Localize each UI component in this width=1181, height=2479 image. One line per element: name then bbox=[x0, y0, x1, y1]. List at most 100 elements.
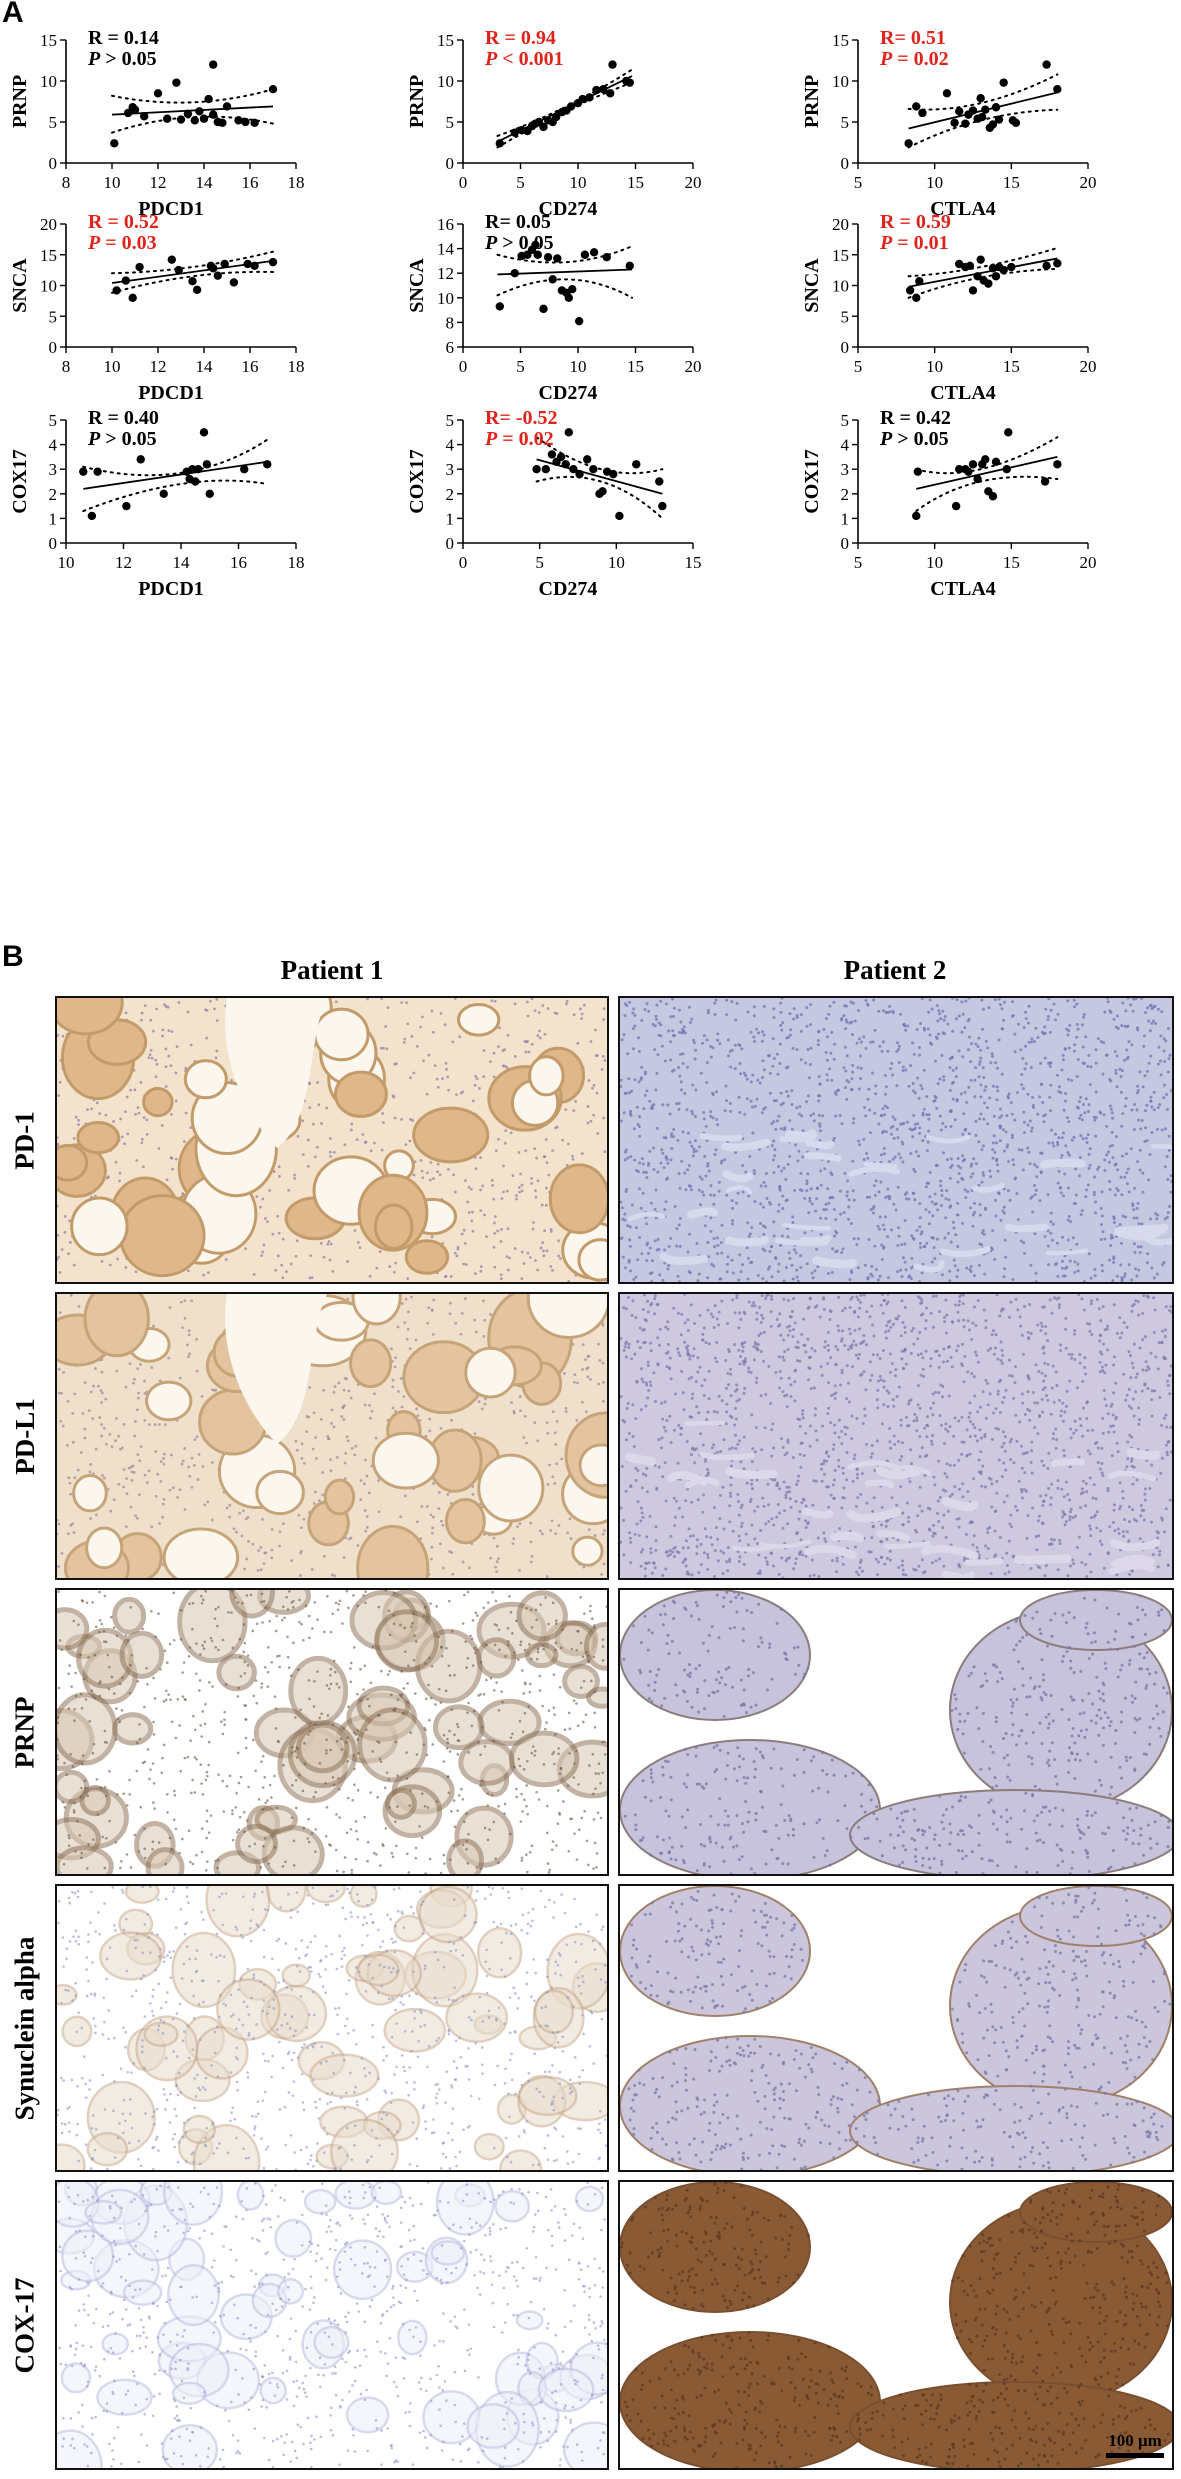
data-point bbox=[978, 112, 987, 122]
x-tick-label: 5 bbox=[516, 357, 525, 376]
row-label-pdl1: PD-L1 bbox=[9, 1397, 40, 1475]
data-point bbox=[551, 112, 561, 122]
x-axis-label: CD274 bbox=[539, 578, 598, 600]
data-point bbox=[192, 285, 202, 295]
data-point bbox=[268, 257, 278, 267]
x-tick-label: 20 bbox=[1080, 357, 1097, 376]
y-tick-label: 1 bbox=[841, 509, 850, 528]
data-point bbox=[968, 286, 978, 295]
regression-line bbox=[111, 105, 274, 116]
column-header-patient-2: Patient 2 bbox=[843, 955, 947, 985]
data-point bbox=[589, 248, 599, 257]
data-point bbox=[999, 78, 1008, 87]
x-axis-label: CD274 bbox=[539, 382, 598, 404]
data-point bbox=[968, 106, 978, 115]
data-point bbox=[176, 115, 186, 124]
data-point bbox=[973, 474, 982, 484]
y-tick-label: 5 bbox=[446, 411, 455, 430]
x-tick-label: 15 bbox=[1003, 173, 1020, 192]
data-point bbox=[209, 60, 218, 69]
data-point bbox=[495, 302, 504, 311]
y-tick-label: 10 bbox=[40, 277, 57, 296]
data-point bbox=[592, 85, 601, 95]
y-tick-label: 20 bbox=[40, 215, 57, 234]
regression-line bbox=[916, 456, 1058, 490]
y-tick-label: 10 bbox=[437, 72, 454, 91]
data-point bbox=[533, 250, 542, 259]
data-point bbox=[191, 477, 200, 486]
ihc-image-synuclein-patient-2 bbox=[618, 1884, 1174, 2172]
data-point bbox=[153, 89, 163, 98]
x-axis-label: CD274 bbox=[539, 198, 598, 220]
data-point bbox=[213, 271, 222, 280]
data-point bbox=[976, 94, 985, 103]
data-point bbox=[981, 455, 990, 464]
column-header-patient-1: Patient 1 bbox=[280, 955, 384, 985]
data-point bbox=[268, 85, 278, 94]
scatter-plot-cox17-vs-cd274: 0 1 2 3 4 5 0 5 10 15 CD274 COX17 R= -0.52P = 0.02 bbox=[406, 407, 702, 600]
y-tick-label: 6 bbox=[446, 338, 455, 357]
scatter-plot-cox17-vs-ctla4: 0 1 2 3 4 5 5 10 15 20 CTLA4 COX17 R = 0.42P > 0.05 bbox=[801, 407, 1097, 600]
data-point bbox=[1004, 428, 1013, 437]
x-tick-label: 18 bbox=[288, 173, 305, 192]
x-tick-label: 0 bbox=[459, 357, 468, 376]
data-point bbox=[905, 286, 915, 295]
p-value: P = 0.02 bbox=[484, 428, 554, 450]
data-point bbox=[942, 89, 952, 98]
x-tick-label: 5 bbox=[535, 553, 544, 572]
p-value: P = 0.03 bbox=[87, 232, 157, 254]
ci-upper-band bbox=[496, 245, 634, 264]
data-point bbox=[532, 465, 541, 474]
p-value: P > 0.05 bbox=[879, 428, 949, 450]
y-axis-label: COX17 bbox=[9, 449, 31, 513]
y-tick-label: 10 bbox=[832, 72, 849, 91]
ihc-image-pdl1-patient-2 bbox=[618, 1292, 1174, 1580]
x-tick-label: 14 bbox=[196, 173, 214, 192]
ihc-image-pd1-patient-1 bbox=[55, 996, 609, 1284]
y-tick-label: 0 bbox=[841, 534, 850, 553]
y-tick-label: 3 bbox=[841, 460, 850, 479]
y-tick-label: 0 bbox=[446, 154, 455, 173]
y-axis-label: PRNP bbox=[801, 75, 823, 128]
correlation-r: R= -0.52 bbox=[485, 407, 558, 429]
scale-bar-line bbox=[1106, 2453, 1164, 2458]
ihc-image-cox17-patient-1 bbox=[55, 2180, 609, 2470]
data-point bbox=[229, 278, 239, 287]
x-tick-label: 12 bbox=[150, 173, 167, 192]
ci-upper-band bbox=[111, 88, 274, 104]
data-point bbox=[912, 293, 921, 302]
y-tick-label: 0 bbox=[49, 534, 58, 553]
scatter-plot-snca-vs-pdcd1: 0 5 10 15 20 8 10 12 14 16 18 PDCD1 SNCA R = 0.52P = … bbox=[9, 211, 305, 404]
data-point bbox=[658, 501, 667, 511]
panel-b-label: B bbox=[2, 940, 24, 973]
x-tick-label: 10 bbox=[570, 357, 587, 376]
data-point bbox=[566, 102, 576, 111]
data-point bbox=[174, 265, 183, 275]
y-tick-label: 15 bbox=[437, 31, 454, 50]
data-point bbox=[556, 452, 566, 462]
ci-upper-band bbox=[907, 246, 1059, 278]
data-point bbox=[205, 489, 214, 498]
data-point bbox=[195, 107, 204, 116]
ihc-image-pdl1-patient-1 bbox=[55, 1292, 609, 1580]
x-axis-label: PDCD1 bbox=[138, 198, 204, 220]
x-tick-label: 10 bbox=[926, 357, 943, 376]
data-point bbox=[968, 460, 978, 469]
data-point bbox=[609, 469, 618, 479]
data-point bbox=[973, 272, 982, 281]
data-point bbox=[1007, 262, 1016, 272]
data-point bbox=[243, 259, 252, 269]
regression-line bbox=[497, 268, 633, 276]
correlation-r: R= 0.05 bbox=[485, 211, 551, 233]
x-axis-label: CTLA4 bbox=[930, 578, 996, 600]
y-tick-label: 0 bbox=[841, 154, 850, 173]
x-tick-label: 5 bbox=[854, 173, 863, 192]
y-tick-label: 0 bbox=[49, 154, 58, 173]
data-point bbox=[1011, 118, 1021, 128]
y-axis-label: PRNP bbox=[406, 75, 428, 128]
data-point bbox=[912, 102, 921, 111]
x-tick-label: 20 bbox=[685, 173, 702, 192]
x-tick-label: 5 bbox=[516, 173, 525, 192]
